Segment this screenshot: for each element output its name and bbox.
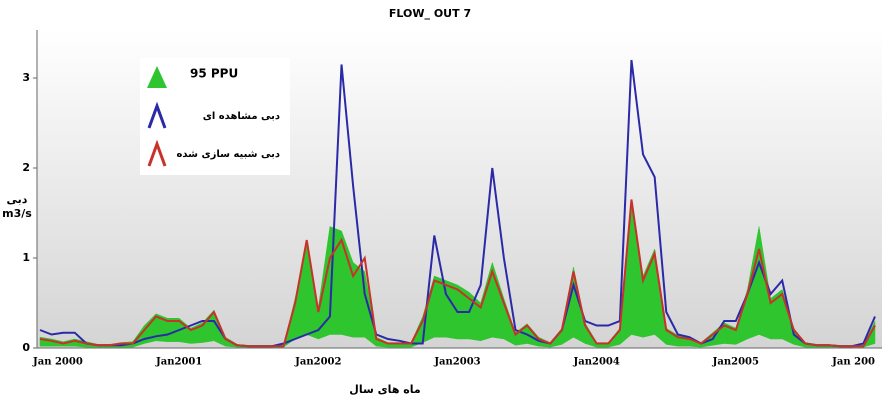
y-tick-label: 1 bbox=[22, 251, 30, 264]
legend-swatch bbox=[147, 101, 167, 129]
x-tick-label: Jan2001 bbox=[155, 357, 202, 368]
legend-entries: 95 PPU دبی مشاهده ای دبی شبیه سازی شده bbox=[147, 66, 280, 167]
y-tick-label: 3 bbox=[22, 71, 30, 84]
chart-title: FLOW_ OUT 7 bbox=[389, 7, 471, 20]
y-tick-label: 0 bbox=[22, 341, 30, 354]
x-tick-label: Jan2003 bbox=[433, 357, 480, 368]
x-axis-label: ماه های سال bbox=[349, 383, 420, 396]
legend-swatch bbox=[147, 139, 167, 167]
legend-label: دبی مشاهده ای bbox=[203, 111, 280, 122]
plot bbox=[39, 59, 876, 348]
y-axis-label: دبی bbox=[7, 193, 28, 206]
legend-label: دبی شبیه سازی شده bbox=[176, 149, 280, 160]
y-tick-label: 2 bbox=[22, 161, 30, 174]
x-tick-label: Jan2004 bbox=[573, 357, 620, 368]
y-axis-label: m3/s bbox=[2, 207, 32, 220]
series-line bbox=[39, 199, 876, 348]
legend-swatch bbox=[147, 66, 167, 88]
legend bbox=[140, 58, 290, 175]
x-tick-label: Jan 200 bbox=[831, 357, 875, 368]
x-tick-label: Jan2005 bbox=[712, 357, 759, 368]
series-line bbox=[39, 59, 876, 348]
legend-label: 95 PPU bbox=[190, 67, 238, 81]
x-tick-label: Jan2002 bbox=[294, 357, 341, 368]
ppu-band bbox=[39, 203, 876, 348]
x-tick-label: Jan 2000 bbox=[32, 357, 83, 368]
